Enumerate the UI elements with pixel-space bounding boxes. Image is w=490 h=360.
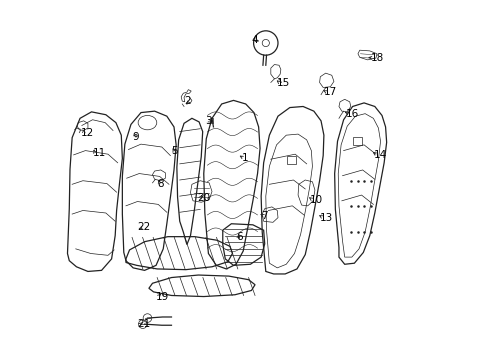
Text: 21: 21 (137, 319, 150, 329)
Bar (287, 156, 296, 164)
Text: 20: 20 (197, 193, 211, 203)
Text: 18: 18 (370, 53, 384, 63)
Text: 12: 12 (81, 129, 94, 138)
Text: 7: 7 (261, 211, 268, 221)
Text: 4: 4 (251, 35, 258, 45)
Text: 6: 6 (236, 232, 243, 242)
Text: 16: 16 (345, 109, 359, 119)
Text: 15: 15 (277, 78, 291, 88)
Text: 11: 11 (93, 148, 106, 158)
Text: 2: 2 (184, 96, 191, 106)
Text: 13: 13 (320, 213, 334, 222)
Text: 17: 17 (324, 87, 337, 97)
Text: 1: 1 (242, 153, 248, 163)
Text: 8: 8 (157, 179, 164, 189)
Text: 5: 5 (172, 146, 178, 156)
Text: 9: 9 (132, 132, 139, 142)
Text: 3: 3 (205, 116, 212, 126)
Text: 19: 19 (155, 292, 169, 302)
Text: 22: 22 (137, 222, 150, 232)
Text: 10: 10 (310, 195, 323, 205)
Bar (353, 137, 362, 145)
Text: 14: 14 (374, 150, 388, 160)
